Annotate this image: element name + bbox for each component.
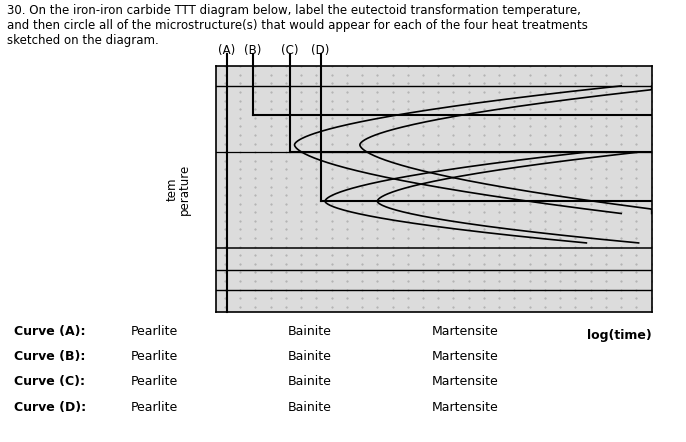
Text: Bainite: Bainite <box>288 325 332 338</box>
Text: Curve (B):: Curve (B): <box>14 350 85 363</box>
Text: Curve (A):: Curve (A): <box>14 325 85 338</box>
Text: Curve (D):: Curve (D): <box>14 400 86 414</box>
Text: log(time): log(time) <box>587 329 652 342</box>
Text: (B): (B) <box>244 45 262 57</box>
Text: Bainite: Bainite <box>288 350 332 363</box>
Text: Martensite: Martensite <box>432 375 499 389</box>
Text: Curve (C):: Curve (C): <box>14 375 84 389</box>
Text: Pearlite: Pearlite <box>130 400 178 414</box>
Text: Martensite: Martensite <box>432 350 499 363</box>
Text: Pearlite: Pearlite <box>130 375 178 389</box>
Text: (D): (D) <box>311 45 330 57</box>
Text: Martensite: Martensite <box>432 325 499 338</box>
Text: (A): (A) <box>218 45 235 57</box>
Text: Pearlite: Pearlite <box>130 350 178 363</box>
Text: 30. On the iron-iron carbide TTT diagram below, label the eutectoid transformati: 30. On the iron-iron carbide TTT diagram… <box>7 4 588 47</box>
Text: tem
perature: tem perature <box>166 164 191 214</box>
Text: Martensite: Martensite <box>432 400 499 414</box>
Text: (C): (C) <box>281 45 299 57</box>
Text: Bainite: Bainite <box>288 375 332 389</box>
Text: Bainite: Bainite <box>288 400 332 414</box>
Text: Pearlite: Pearlite <box>130 325 178 338</box>
